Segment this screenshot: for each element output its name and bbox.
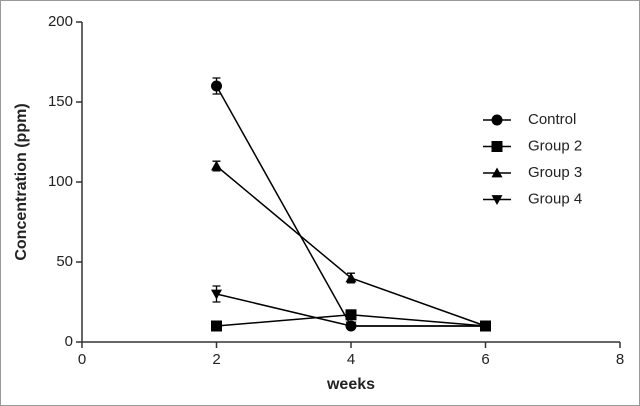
y-tick-label: 100 bbox=[48, 173, 73, 190]
legend-label: Group 3 bbox=[528, 164, 582, 181]
legend-marker bbox=[491, 141, 503, 152]
legend-label: Control bbox=[528, 111, 576, 128]
y-tick-label: 50 bbox=[56, 253, 73, 270]
x-tick-label: 0 bbox=[78, 351, 86, 368]
marker bbox=[480, 321, 491, 332]
y-tick-label: 150 bbox=[48, 93, 73, 110]
marker bbox=[211, 320, 222, 332]
x-tick-label: 8 bbox=[616, 351, 624, 368]
marker bbox=[345, 272, 357, 283]
legend-marker bbox=[491, 195, 503, 205]
y-axis-title: Concentration (ppm) bbox=[13, 103, 30, 260]
legend-label: Group 4 bbox=[528, 190, 582, 207]
x-tick-label: 4 bbox=[347, 351, 355, 368]
legend-marker bbox=[491, 167, 503, 178]
marker bbox=[211, 160, 222, 171]
legend-label: Group 2 bbox=[528, 137, 582, 154]
x-axis-title: weeks bbox=[326, 376, 375, 393]
y-tick-label: 0 bbox=[65, 333, 73, 350]
marker bbox=[345, 309, 357, 321]
x-tick-label: 6 bbox=[481, 351, 489, 368]
marker bbox=[345, 321, 357, 332]
marker bbox=[211, 80, 222, 92]
y-tick-label: 200 bbox=[48, 13, 73, 30]
x-tick-label: 2 bbox=[212, 351, 220, 368]
legend-marker bbox=[491, 114, 503, 126]
marker bbox=[211, 289, 222, 300]
